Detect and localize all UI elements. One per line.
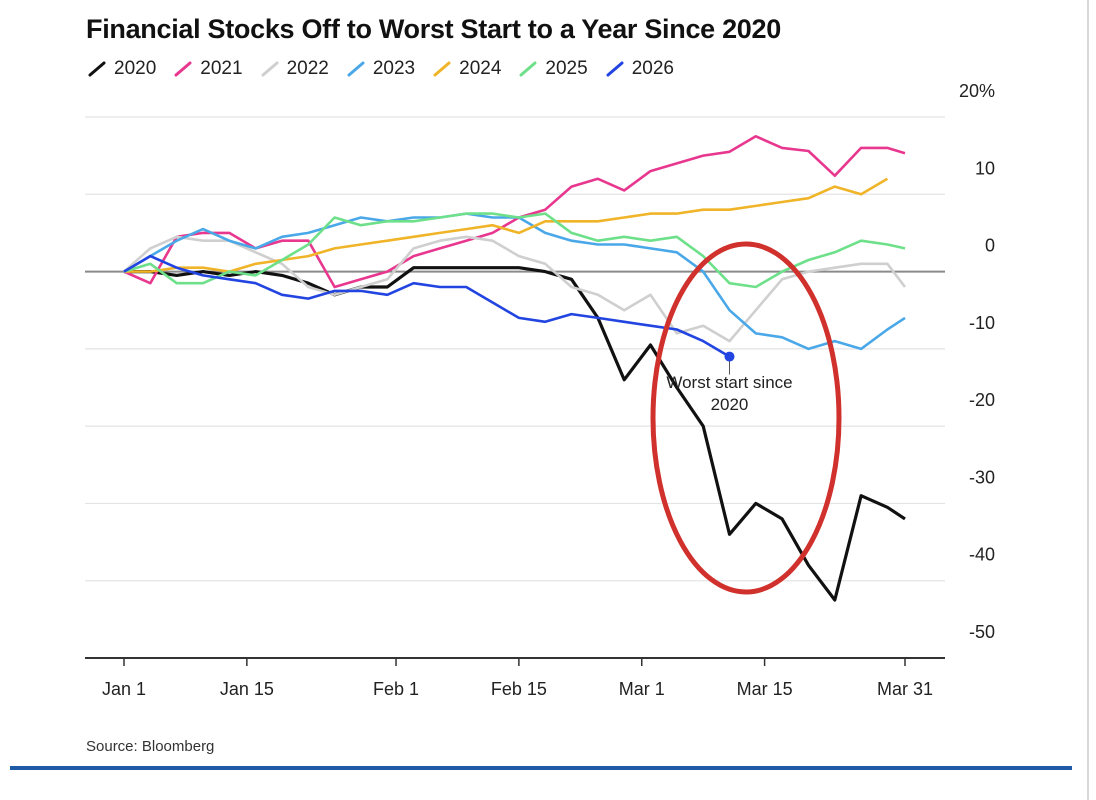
y-tick-label: -50	[969, 622, 995, 642]
x-tick-label: Jan 15	[220, 679, 274, 699]
x-tick-label: Mar 1	[619, 679, 665, 699]
series-line	[123, 254, 731, 358]
series-line	[124, 266, 906, 602]
legend-label: 2024	[459, 58, 502, 79]
annotation: Worst start since 2020	[666, 372, 793, 414]
legend-label: 2026	[631, 58, 674, 79]
series-line	[124, 177, 889, 273]
highlight-circle	[650, 241, 842, 595]
legend-label: 2022	[286, 58, 329, 79]
legend-label: 2023	[372, 58, 416, 79]
legend-swatch	[261, 61, 279, 77]
legend-label: 2021	[200, 58, 243, 79]
legend-slash	[88, 61, 106, 77]
legend-swatch	[347, 61, 365, 77]
y-tick-label: -20	[969, 390, 995, 410]
chart-title: Financial Stocks Off to Worst Start to a…	[86, 14, 781, 44]
legend-item: 2024	[431, 58, 501, 80]
legend-item: 2025	[517, 58, 588, 80]
series-line	[123, 235, 907, 343]
x-tick-label: Feb 1	[373, 679, 419, 699]
legend-swatch	[88, 61, 106, 77]
legend-item: 2023	[345, 58, 415, 80]
y-tick-label: -30	[969, 467, 995, 487]
y-tick-label: 0	[985, 236, 995, 256]
legend-slash	[519, 61, 537, 77]
series-line	[123, 212, 906, 289]
legend-item: 2021	[172, 58, 243, 80]
legend-swatch	[174, 61, 192, 77]
x-tick-label: Jan 1	[102, 679, 146, 699]
x-tick-label: Mar 31	[877, 679, 933, 699]
legend-slash	[347, 61, 365, 77]
legend-swatch	[606, 61, 624, 77]
legend-slash	[174, 61, 192, 77]
end-point	[724, 351, 735, 362]
y-tick-label: -10	[969, 313, 995, 333]
y-tick-label: -40	[969, 545, 995, 565]
legend-item: 2022	[259, 58, 329, 80]
y-tick-label: 10	[975, 158, 995, 178]
x-tick-label: Mar 15	[737, 679, 793, 699]
x-tick-label: Feb 15	[491, 679, 547, 699]
legend-item: 2020	[86, 58, 156, 80]
legend: 2020 2021 2022 2023 2024 2025 2026	[86, 58, 674, 80]
legend-slash	[261, 61, 279, 77]
legend-slash	[606, 61, 624, 77]
legend-label: 2025	[545, 58, 588, 79]
y-tick-label: 20%	[959, 81, 995, 101]
source: Source: Bloomberg	[86, 738, 215, 755]
legend-swatch	[519, 61, 537, 77]
legend-slash	[433, 61, 451, 77]
legend-swatch	[433, 61, 451, 77]
legend-item: 2026	[604, 58, 674, 80]
legend-label: 2020	[114, 58, 157, 79]
